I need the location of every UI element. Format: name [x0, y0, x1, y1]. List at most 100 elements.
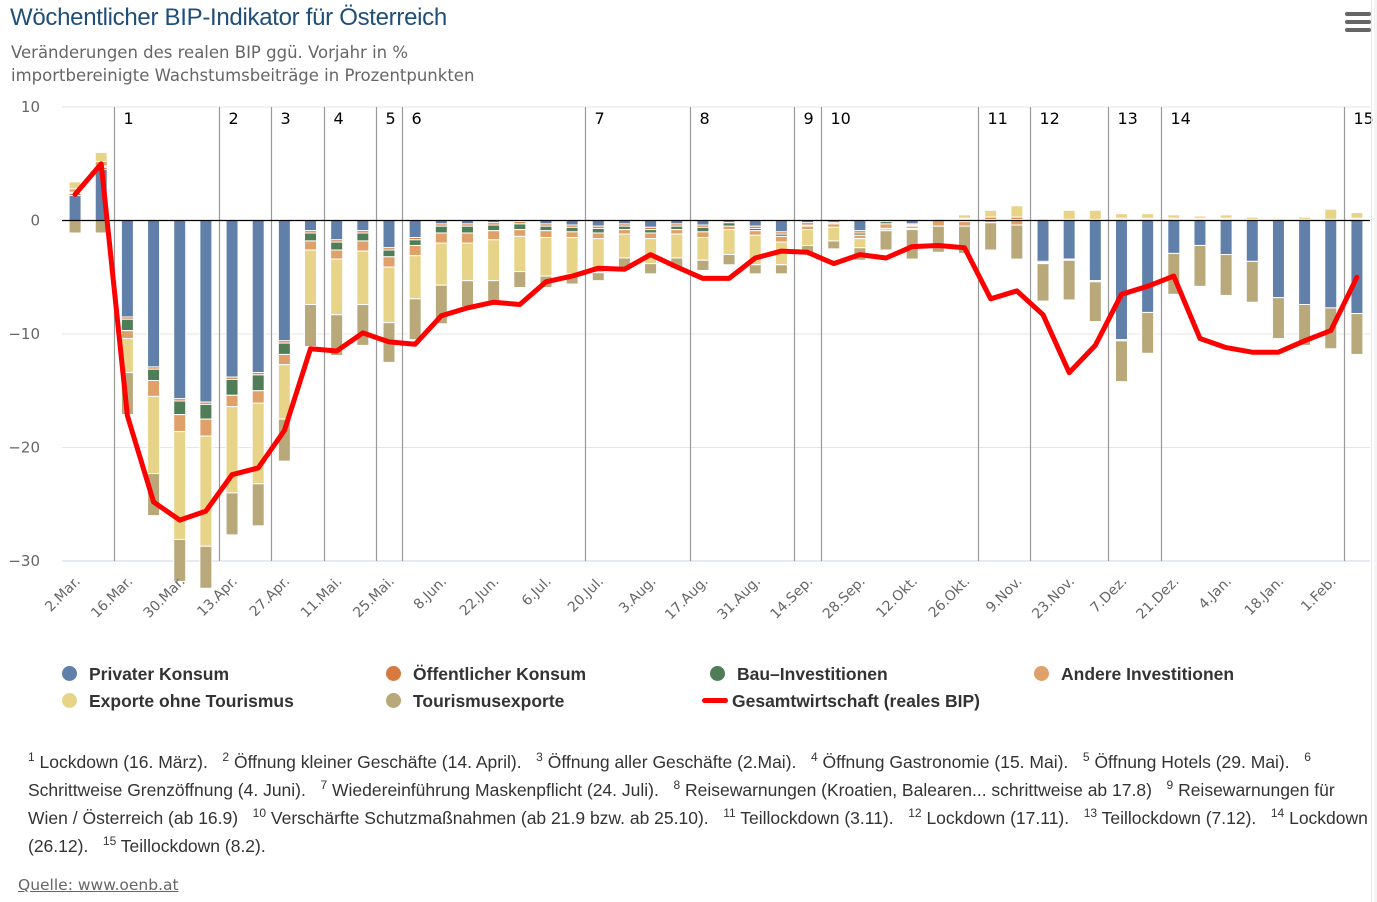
footnotes: 1 Lockdown (16. März). 2 Öffnung kleiner…	[28, 748, 1373, 860]
bar-segment-bau-investitionen	[513, 223, 527, 231]
bar-segment-andere-investitionen	[879, 223, 893, 229]
bar-segment-privater-konsum	[68, 195, 82, 221]
legend-item-gesamtwirtschaft[interactable]: Gesamtwirtschaft (reales BIP)	[702, 691, 980, 712]
bar-segment-tourismusexporte	[1010, 224, 1024, 260]
bar-stack	[1036, 218, 1050, 302]
bar-segment-privater-konsum	[1298, 220, 1312, 305]
bar-segment-privater-konsum	[1114, 220, 1128, 341]
bar-segment-exporte-ohne-tourismus	[408, 255, 422, 300]
annotation-label: 7	[595, 109, 605, 128]
bar-segment-andere-investitionen	[434, 232, 448, 244]
bar-segment-tourismusexporte	[68, 220, 82, 234]
scrollbar-track[interactable]	[1374, 0, 1377, 902]
footnote-number: 7	[320, 778, 328, 792]
bar-segment-tourismusexporte	[1088, 281, 1102, 323]
footnote-number: 1	[28, 750, 35, 764]
x-tick-label: 18.Jan.	[1242, 574, 1287, 619]
bar-segment-privater-konsum	[304, 220, 318, 232]
annotation-label: 2	[229, 109, 239, 128]
footnote-item: 4 Öffnung Gastronomie (15. Mai).	[811, 751, 1068, 772]
bar-segment-exporte-ohne-tourismus	[1114, 213, 1128, 219]
annotation-label: 1	[124, 109, 134, 128]
bar-segment-andere-investitionen	[722, 225, 736, 231]
bar-segment-andere-investitionen	[801, 225, 815, 231]
bar-segment-andere-investitionen	[827, 223, 841, 228]
legend-item-andere-investitionen[interactable]: Andere Investitionen	[1034, 664, 1234, 685]
bar-segment-exporte-ohne-tourismus	[251, 402, 265, 485]
bar-stack	[591, 220, 605, 282]
bar-segment-exporte-ohne-tourismus	[1193, 215, 1207, 219]
chart-subtitle: Veränderungen des realen BIP ggü. Vorjah…	[11, 41, 474, 87]
bar-stack	[1010, 205, 1024, 260]
footnote-text: Öffnung Hotels (29. Mai).	[1089, 752, 1290, 772]
bar-segment-bau-investitionen	[696, 226, 710, 233]
footnote-item: 14 Lockdown (26.12).	[28, 807, 1368, 856]
bar-segment-exporte-ohne-tourismus	[1088, 209, 1102, 220]
bar-segment-tourismusexporte	[1062, 259, 1076, 301]
source-link[interactable]: Quelle: www.oenb.at	[18, 876, 179, 894]
bar-segment-tourismusexporte	[173, 538, 187, 582]
bar-segment-bau-investitionen	[251, 374, 265, 392]
legend-item-oeffentlicher-konsum[interactable]: Öffentlicher Konsum	[386, 664, 586, 685]
footnote-text: Öffnung kleiner Geschäfte (14. April).	[229, 752, 522, 772]
bar-segment-andere-investitionen	[958, 221, 972, 227]
bar-segment-exporte-ohne-tourismus	[670, 233, 684, 259]
bar-segment-bau-investitionen	[304, 232, 318, 242]
bar-segment-tourismusexporte	[696, 259, 710, 271]
footnote-item: 12 Lockdown (17.11).	[908, 806, 1069, 828]
annotation-label: 12	[1040, 109, 1060, 128]
bar-segment-privater-konsum	[1141, 220, 1155, 313]
bar-segment-andere-investitionen	[539, 230, 553, 239]
bar-stack	[251, 220, 265, 527]
bar-segment-andere-investitionen	[591, 232, 605, 240]
legend-item-privater-konsum[interactable]: Privater Konsum	[62, 664, 229, 685]
bar-segment-exporte-ohne-tourismus	[173, 431, 187, 540]
legend-dot-icon	[386, 693, 401, 708]
bar-segment-tourismusexporte	[1245, 260, 1259, 303]
bar-segment-tourismusexporte	[356, 303, 370, 346]
footnote-number: 6	[1304, 750, 1311, 764]
footnote-item: 15 Teillockdown (8.2).	[103, 835, 266, 856]
footnote-number: 8	[673, 778, 681, 792]
footnote-number: 12	[908, 806, 922, 820]
x-tick-label: 30.Mar.	[141, 574, 189, 622]
footnote-number: 5	[1082, 750, 1090, 764]
bar-segment-tourismusexporte	[591, 272, 605, 282]
footnote-text: Lockdown (26.12).	[28, 808, 1368, 856]
bar-segment-exporte-ohne-tourismus	[147, 395, 161, 475]
footnote-text: Schrittweise Grenzöffnung (4. Juni).	[28, 780, 306, 800]
bar-segment-exporte-ohne-tourismus	[644, 238, 658, 265]
bar-stack	[304, 220, 318, 347]
legend-item-tourismusexporte[interactable]: Tourismusexporte	[386, 691, 564, 712]
bar-segment-andere-investitionen	[696, 231, 710, 239]
annotation-label: 4	[334, 109, 344, 128]
bar-stack	[879, 220, 893, 251]
bar-stack	[513, 220, 527, 288]
bar-segment-bau-investitionen	[591, 227, 605, 234]
bar-segment-exporte-ohne-tourismus	[827, 226, 841, 242]
footnote-item: 8 Reisewarnungen (Kroatien, Balearen... …	[673, 778, 1151, 800]
bar-stack	[199, 220, 213, 589]
footnote-number: 3	[536, 750, 543, 764]
bar-segment-bau-investitionen	[408, 239, 422, 246]
bar-segment-exporte-ohne-tourismus	[617, 233, 631, 259]
bar-stack	[356, 220, 370, 346]
bar-segment-andere-investitionen	[199, 418, 213, 437]
bar-stack	[774, 220, 788, 275]
footnote-item: 3 Öffnung aller Geschäfte (2.Mai).	[536, 750, 796, 772]
bar-segment-privater-konsum	[173, 220, 187, 400]
bar-segment-privater-konsum	[251, 220, 265, 374]
hamburger-menu-icon[interactable]	[1345, 12, 1371, 36]
bar-segment-tourismusexporte	[984, 222, 998, 251]
legend-item-bau-investitionen[interactable]: Bau–Investitionen	[710, 664, 888, 685]
bar-stack	[827, 220, 841, 250]
bar-stack	[1298, 216, 1312, 346]
bar-segment-privater-konsum	[1245, 220, 1259, 262]
bar-stack	[1062, 209, 1076, 301]
legend-item-exporte-ohne-tourismus[interactable]: Exporte ohne Tourismus	[62, 691, 294, 712]
bar-segment-tourismusexporte	[199, 545, 213, 589]
bar-segment-privater-konsum	[225, 220, 239, 378]
legend-label: Tourismusexporte	[413, 691, 565, 711]
bar-segment-andere-investitionen	[330, 249, 344, 260]
footnote-number: 11	[723, 806, 736, 820]
